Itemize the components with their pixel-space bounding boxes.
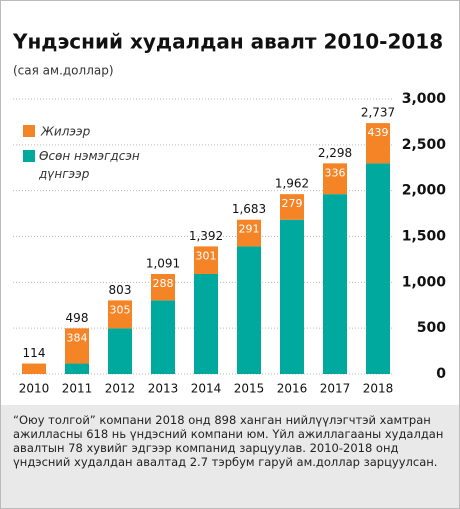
- chart-subtitle: (сая ам.доллар): [13, 64, 114, 78]
- total-label: 2,298: [318, 146, 352, 160]
- value-label: 291: [239, 223, 260, 236]
- bar-segment: [22, 363, 46, 374]
- value-label: 336: [325, 166, 346, 179]
- value-label: 439: [368, 126, 389, 139]
- bar-segment: [194, 246, 218, 274]
- legend-swatch: [23, 125, 35, 137]
- bar-segment: [108, 328, 132, 374]
- value-label: 301: [196, 249, 217, 262]
- bar-segment: [151, 300, 175, 374]
- y-tick-label: 0: [436, 366, 446, 382]
- value-label: 288: [153, 277, 174, 290]
- x-tick-label: 2010: [19, 382, 50, 396]
- bar-segment: [237, 219, 261, 247]
- x-tick-label: 2015: [234, 382, 265, 396]
- bar-segment: [323, 194, 347, 374]
- total-label: 2,737: [361, 106, 395, 120]
- value-label: 279: [282, 197, 303, 210]
- bar-segment: [151, 273, 175, 301]
- y-tick-label: 500: [417, 320, 446, 336]
- bar-segment: [194, 273, 218, 374]
- y-tick-label: 2,000: [402, 183, 447, 199]
- bar-segment: [323, 163, 347, 195]
- total-label: 1,091: [146, 256, 180, 270]
- x-tick-label: 2011: [62, 382, 93, 396]
- bar-segment: [280, 194, 304, 220]
- total-label: 1,392: [189, 229, 223, 243]
- bar-segment: [65, 363, 89, 374]
- x-tick-label: 2012: [105, 382, 136, 396]
- bar-segment: [366, 163, 390, 374]
- value-label: 305: [110, 303, 131, 316]
- x-tick-label: 2018: [363, 382, 394, 396]
- legend-swatch: [23, 150, 35, 162]
- x-tick-label: 2014: [191, 382, 222, 396]
- y-tick-label: 1,500: [402, 229, 447, 245]
- total-label: 803: [109, 283, 132, 297]
- chart: Үндэсний худалдан авалт 2010-2018 (сая а…: [12, 30, 447, 396]
- value-label: 384: [67, 331, 88, 344]
- y-tick-label: 1,000: [402, 274, 447, 290]
- bar-segment: [65, 328, 89, 364]
- y-tick-label: 2,500: [402, 137, 447, 153]
- total-label: 114: [23, 346, 46, 360]
- total-label: 1,683: [232, 202, 266, 216]
- x-tick-label: 2016: [277, 382, 308, 396]
- total-label: 498: [66, 311, 89, 325]
- bar-segment: [237, 246, 261, 374]
- total-label: 1,962: [275, 177, 309, 191]
- x-tick-label: 2013: [148, 382, 179, 396]
- legend-label: Жилээр: [40, 125, 91, 139]
- y-tick-label: 3,000: [402, 91, 447, 107]
- bar-segment: [366, 123, 390, 164]
- note: “Оюу толгой” компани 2018 онд 898 ханган…: [1, 405, 459, 508]
- bar-segment: [280, 219, 304, 374]
- bar-segment: [108, 300, 132, 329]
- x-tick-label: 2017: [320, 382, 351, 396]
- chart-title: Үндэсний худалдан авалт 2010-2018: [12, 30, 443, 54]
- legend-label: Өсөн нэмэгдсэн дүнгээр: [39, 149, 140, 181]
